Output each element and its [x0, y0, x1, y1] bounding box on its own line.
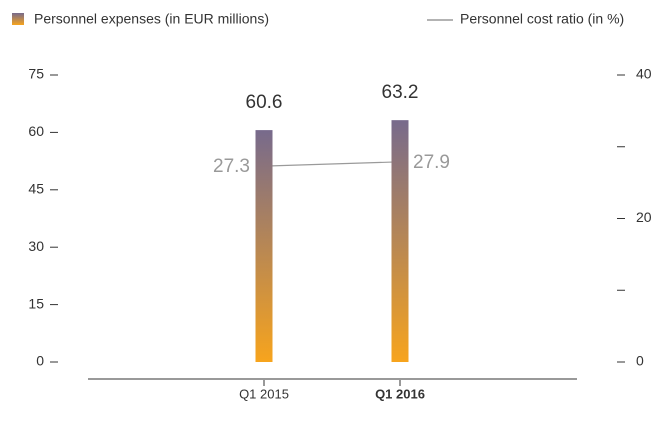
ratio-value-label: 27.3: [213, 156, 250, 177]
legend-label: Personnel expenses (in EUR millions): [34, 11, 269, 27]
y-tick-label: 75: [28, 66, 44, 82]
y2-tick-label: 0: [636, 353, 644, 369]
y2-tick-label: 40: [636, 66, 652, 82]
x-tick-label: Q1 2015: [239, 386, 289, 401]
y-tick-label: 30: [28, 238, 44, 254]
y-tick-label: 0: [36, 353, 44, 369]
ratio-line: [263, 161, 401, 167]
ratio-value-label: 27.9: [413, 152, 450, 173]
bar: [255, 130, 273, 362]
bar-value-label: 63.2: [382, 82, 419, 103]
y-tick-label: 60: [28, 123, 44, 139]
x-tick-label: Q1 2016: [375, 386, 425, 401]
y2-tick-label: 20: [636, 209, 652, 225]
legend-swatch: [12, 13, 24, 25]
y-tick-label: 15: [28, 295, 44, 311]
y-tick-label: 45: [28, 181, 44, 197]
legend-label: Personnel cost ratio (in %): [460, 11, 624, 27]
bar-value-label: 60.6: [246, 92, 283, 113]
bar: [391, 120, 409, 362]
